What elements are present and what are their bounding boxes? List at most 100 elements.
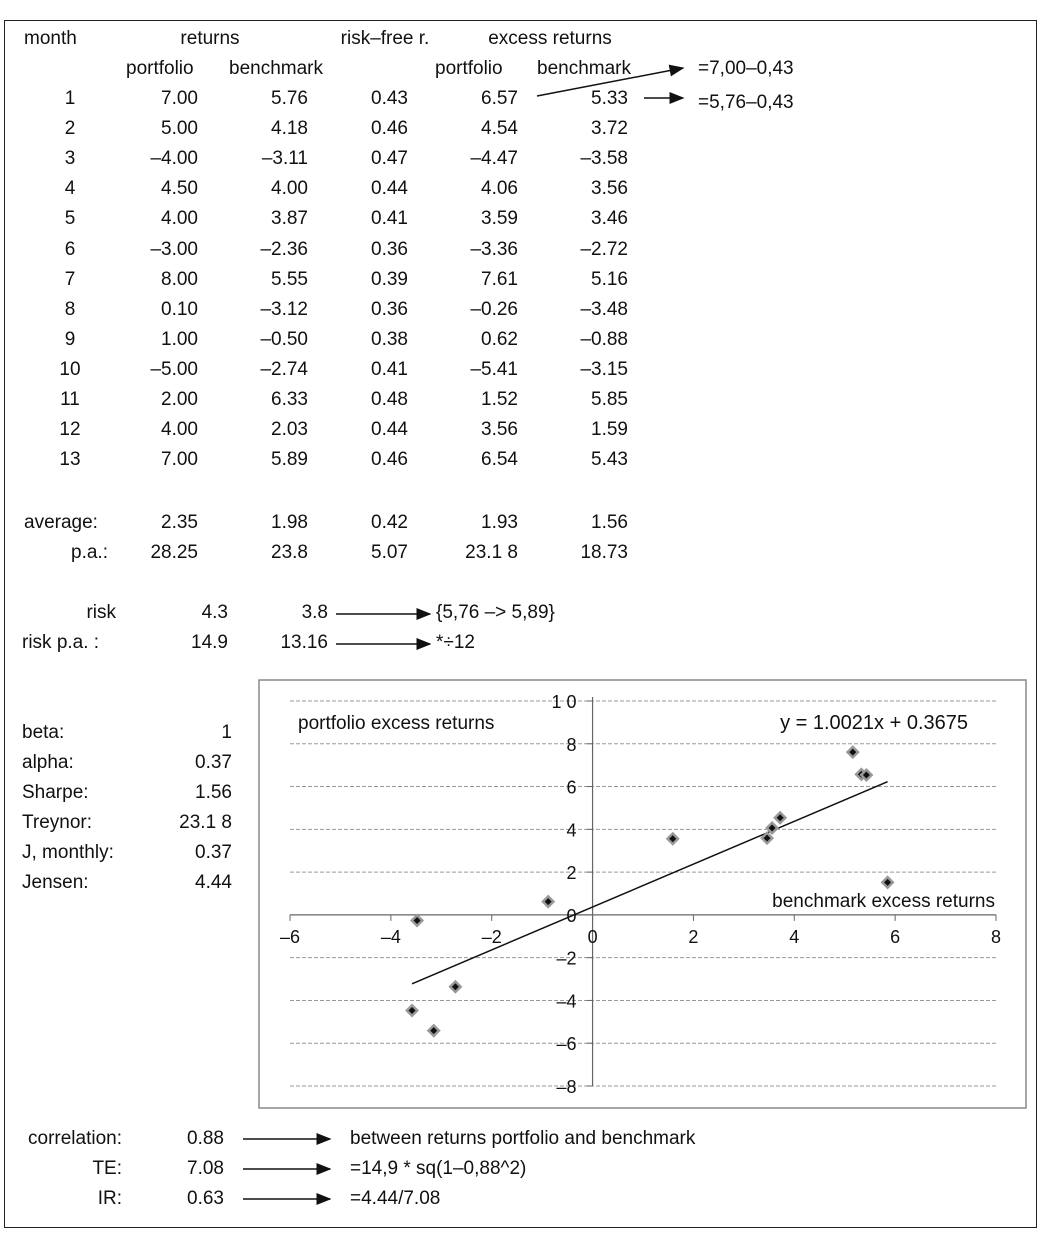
- pa-portfolio: 28.25: [150, 542, 198, 563]
- cell-excess-benchmark: –2.72: [580, 238, 628, 260]
- x-tick-label: –4: [381, 927, 401, 947]
- cell-excess-portfolio: –5.41: [470, 358, 518, 380]
- average-portfolio: 2.35: [161, 512, 198, 533]
- riskpa-note: *÷12: [436, 632, 475, 653]
- cell-excess-benchmark: 1.59: [591, 419, 628, 441]
- average-excess-benchmark: 1.56: [591, 512, 628, 533]
- cell-benchmark: 4.00: [271, 178, 308, 200]
- stat-value: 0.37: [195, 842, 232, 863]
- cell-portfolio: –5.00: [150, 358, 198, 380]
- cell-portfolio: 2.00: [161, 389, 198, 410]
- data-point-core: [544, 898, 552, 906]
- cell-excess-benchmark: 3.72: [591, 118, 628, 140]
- cell-benchmark: –2.74: [260, 358, 308, 380]
- pa-excess-benchmark: 18.73: [580, 542, 628, 563]
- cell-riskfree: 0.41: [371, 358, 408, 380]
- cell-excess-portfolio: –0.26: [470, 298, 518, 320]
- cell-riskfree: 0.36: [371, 298, 408, 320]
- data-point-core: [776, 814, 784, 822]
- cell-portfolio: 7.00: [161, 449, 198, 471]
- data-point-core: [768, 824, 776, 832]
- stat-label: Jensen:: [22, 872, 89, 893]
- x-tick-label: 6: [890, 927, 900, 947]
- cell-riskfree: 0.47: [371, 148, 408, 170]
- y-tick-label: –2: [557, 949, 577, 969]
- cell-excess-portfolio: 7.61: [481, 268, 518, 290]
- cell-portfolio: 7.00: [161, 88, 198, 109]
- cell-benchmark: 2.03: [271, 419, 308, 441]
- risk-label: risk: [86, 602, 116, 623]
- risk-benchmark: 3.8: [301, 602, 328, 623]
- cell-portfolio: –4.00: [150, 148, 198, 170]
- riskpa-label: risk p.a. :: [22, 632, 100, 653]
- data-point-core: [849, 748, 857, 756]
- cell-riskfree: 0.44: [371, 178, 408, 200]
- y-tick-label: 1 0: [552, 692, 577, 712]
- pa-label: p.a.:: [71, 542, 108, 563]
- average-benchmark: 1.98: [271, 512, 308, 533]
- cell-excess-benchmark: 5.43: [591, 449, 628, 471]
- x-tick-label: 0: [588, 927, 598, 947]
- cell-excess-benchmark: –3.48: [580, 298, 628, 320]
- metric-label: correlation:: [28, 1128, 122, 1149]
- metric-value: 0.63: [187, 1188, 224, 1209]
- cell-month: 8: [64, 298, 76, 320]
- stat-value: 23.1 8: [179, 812, 232, 833]
- cell-portfolio: 8.00: [161, 268, 198, 290]
- stat-value: 0.37: [195, 752, 232, 773]
- chart-ylabel: portfolio excess returns: [298, 713, 494, 734]
- x-tick-label: 2: [688, 927, 698, 947]
- cell-benchmark: 5.55: [271, 268, 308, 290]
- cell-month: 1: [64, 88, 76, 109]
- cell-riskfree: 0.43: [371, 88, 408, 109]
- metric-value: 0.88: [187, 1128, 224, 1149]
- riskpa-portfolio: 14.9: [191, 632, 228, 653]
- stat-label: Sharpe:: [22, 782, 89, 803]
- y-tick-label: –6: [557, 1034, 577, 1054]
- cell-excess-portfolio: 0.62: [481, 328, 518, 350]
- stat-value: 1.56: [195, 782, 232, 803]
- header-excess-portfolio: portfolio: [435, 58, 503, 79]
- arrow-formula-1: [536, 64, 685, 97]
- pa-excess-portfolio: 23.1 8: [465, 542, 518, 563]
- data-point-core: [408, 1006, 416, 1014]
- cell-benchmark: 3.87: [271, 208, 308, 230]
- cell-excess-benchmark: 3.46: [591, 208, 628, 230]
- stat-label: beta:: [22, 722, 65, 743]
- cell-benchmark: 6.33: [271, 389, 308, 410]
- data-point-core: [413, 916, 421, 924]
- cell-excess-portfolio: 6.54: [481, 449, 518, 471]
- metric-note: =4.44/7.08: [350, 1188, 441, 1209]
- cell-excess-portfolio: 3.56: [481, 419, 518, 441]
- header-month: month: [24, 28, 77, 49]
- data-point-core: [763, 834, 771, 842]
- cell-month: 11: [60, 389, 80, 410]
- cell-benchmark: –2.36: [260, 238, 308, 260]
- cell-riskfree: 0.46: [371, 449, 408, 471]
- stat-label: J, monthly:: [22, 842, 114, 863]
- y-tick-label: –4: [557, 991, 577, 1011]
- metric-note: between returns portfolio and benchmark: [350, 1128, 696, 1149]
- cell-excess-portfolio: 1.52: [481, 389, 518, 410]
- cell-portfolio: 4.00: [161, 419, 198, 441]
- stat-value: 1: [221, 722, 232, 743]
- chart-xlabel: benchmark excess returns: [772, 891, 995, 912]
- cell-portfolio: 4.00: [161, 208, 198, 230]
- average-label: average:: [24, 512, 98, 533]
- cell-portfolio: 4.50: [161, 178, 198, 200]
- riskpa-benchmark: 13.16: [280, 632, 328, 653]
- data-point-core: [884, 878, 892, 886]
- cell-benchmark: 5.89: [271, 449, 308, 471]
- data-point-core: [451, 983, 459, 991]
- y-tick-label: 2: [567, 863, 577, 883]
- stat-value: 4.44: [195, 872, 232, 893]
- cell-benchmark: 5.76: [271, 88, 308, 109]
- cell-riskfree: 0.38: [371, 328, 408, 350]
- y-tick-label: –8: [557, 1077, 577, 1097]
- x-tick-label: –6: [280, 927, 300, 947]
- cell-benchmark: 4.18: [271, 118, 308, 140]
- cell-excess-benchmark: 5.33: [591, 88, 628, 109]
- cell-portfolio: –3.00: [150, 238, 198, 260]
